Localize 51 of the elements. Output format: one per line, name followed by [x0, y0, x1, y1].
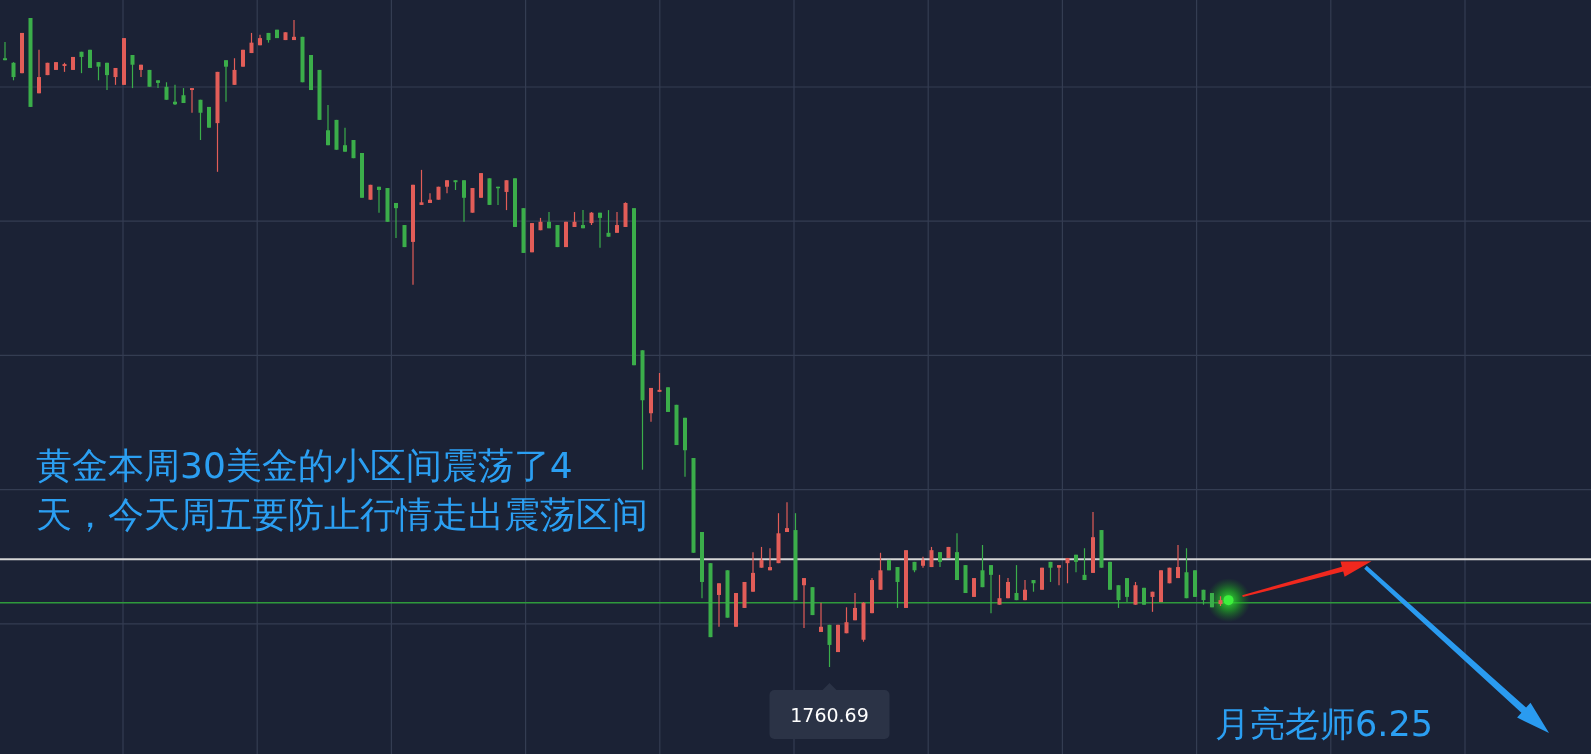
- candlestick: [759, 546, 764, 569]
- candlestick: [1176, 544, 1180, 579]
- candlestick: [989, 564, 993, 614]
- candlestick: [1065, 557, 1070, 584]
- candlestick: [377, 186, 381, 214]
- candlestick: [895, 566, 900, 609]
- candlestick: [96, 61, 101, 81]
- candlestick: [224, 59, 228, 103]
- candlestick: [232, 57, 237, 86]
- candlestick: [1074, 554, 1078, 573]
- candlestick: [326, 104, 330, 146]
- candlestick: [878, 552, 883, 591]
- candlestick: [827, 624, 832, 668]
- candlestick: [1014, 564, 1019, 601]
- candlestick: [504, 179, 509, 211]
- candlestick: [606, 209, 611, 238]
- candlestick: [156, 79, 160, 89]
- candlestick: [980, 544, 985, 588]
- candlestick: [819, 602, 823, 633]
- candlestick: [190, 87, 194, 114]
- candlestick: [598, 212, 602, 249]
- candlestick: [105, 62, 109, 91]
- candlestick: [657, 372, 662, 393]
- text: 月亮老师6.25: [1215, 704, 1433, 744]
- candlestick: [1057, 564, 1061, 586]
- candlestick: [1125, 577, 1129, 603]
- candlestick: [615, 211, 619, 234]
- candlestick: [547, 211, 551, 229]
- candlestick: [1082, 547, 1087, 581]
- annotation: 1760.69: [790, 703, 869, 726]
- candlestick: [1116, 584, 1121, 609]
- candlestick: [802, 577, 806, 629]
- candlestick: [37, 49, 41, 94]
- candlestick: [11, 61, 16, 81]
- candlestick: [343, 127, 347, 153]
- candlestick: [844, 606, 849, 634]
- candlestick: [785, 501, 789, 533]
- annotation: 黄金本周30美金的小区间震荡了4 天，今天周五要防止行情走出震荡区间: [36, 445, 648, 535]
- candlestick: [1133, 581, 1138, 606]
- candlestick: [997, 574, 1002, 606]
- candlestick: [394, 202, 398, 239]
- candlestick: [972, 577, 976, 598]
- candlestick: [462, 179, 466, 223]
- candlestick: [428, 192, 432, 204]
- candlestick: [139, 64, 143, 78]
- candlestick: [130, 54, 135, 89]
- candlestick: [853, 592, 857, 621]
- candlestick: [419, 169, 424, 206]
- candlestick: [198, 99, 203, 141]
- candlestick: [751, 551, 755, 593]
- candlestick: [717, 582, 721, 628]
